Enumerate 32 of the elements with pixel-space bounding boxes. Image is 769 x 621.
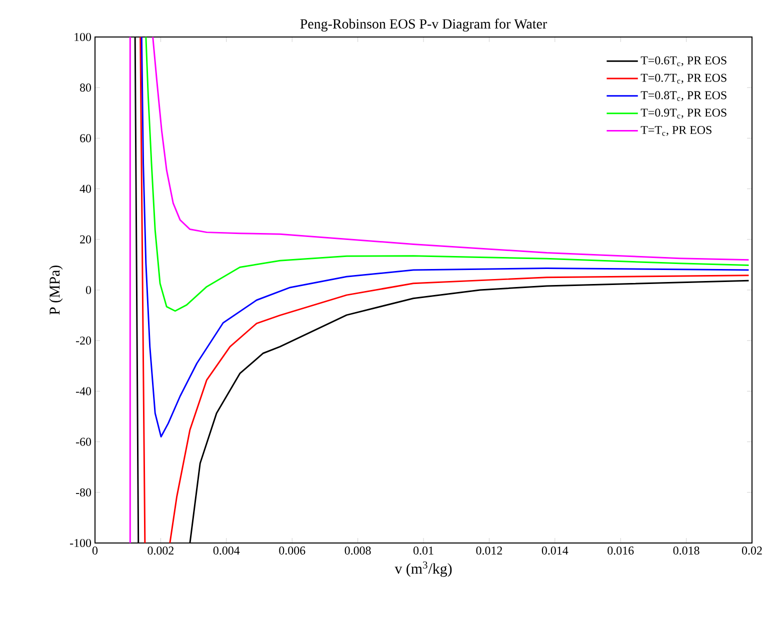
y-tick-label: 100 [74,32,92,42]
y-tick-label: 0 [86,286,92,294]
y-tick-label: 40 [80,184,92,193]
line-series [140,36,750,438]
y-tick-label: -60 [76,438,92,446]
line-series [145,36,750,312]
y-tick-label: 20 [80,235,92,244]
x-tick-label: 0.012 [476,546,502,555]
legend-label: T=0.6T$_{c}$, PR EOS [640,56,726,66]
x-tick-label: 0.01 [413,546,434,555]
x-tick-label: 0.016 [608,546,634,555]
y-tick-label: 80 [80,84,92,92]
y-axis-title: P (MPa) [49,266,63,315]
x-tick-label: 0.014 [542,546,568,555]
x-axis-title: v (m$^{3}$/kg) [394,561,452,577]
x-tick-label: 0 [92,546,98,555]
x-tick-label: 0.018 [673,546,700,555]
legend-label: T=0.7T$_{c}$, PR EOS [640,74,726,84]
legend-label: T=0.8T$_{c}$, PR EOS [640,91,726,102]
y-tick-label: -20 [76,336,92,345]
x-tick-label: 0.002 [148,546,174,555]
y-tick-label: -40 [76,387,92,396]
x-tick-label: 0.02 [742,546,762,555]
y-tick-label: 60 [80,134,92,142]
x-tick-label: 0.008 [344,546,371,555]
x-tick-label: 0.006 [279,546,306,555]
legend-label: T=0.9T$_{c}$, PR EOS [640,108,726,118]
chart-title: Peng-Robinson EOS P-v Diagram for Water [300,18,547,32]
legend-label: T=T$_{c}$, PR EOS [640,126,712,136]
y-tick-label: -100 [70,538,92,548]
x-tick-label: 0.004 [213,546,240,555]
y-tick-label: -80 [76,488,92,496]
